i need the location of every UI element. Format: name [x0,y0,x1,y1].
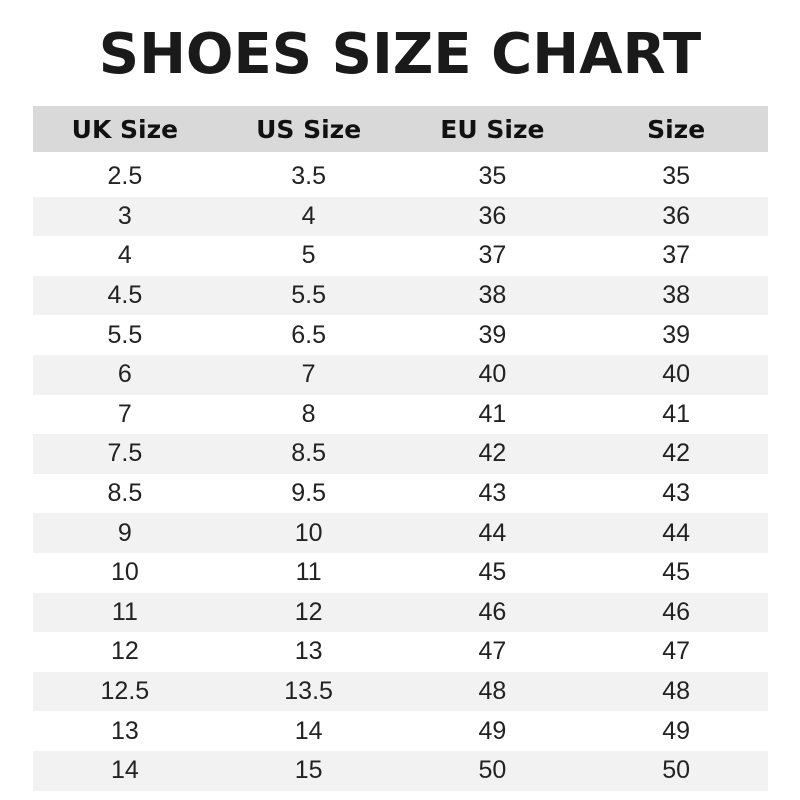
cell-size: 37 [662,241,691,270]
cell-size: 42 [662,439,691,468]
cell-us: 10 [294,518,323,547]
cell-size: 44 [662,518,691,547]
cell-uk: 7 [117,399,132,428]
header-eu-size: EU Size [440,114,545,144]
cell-us: 14 [294,716,323,745]
cell-size: 50 [662,756,691,785]
cell-uk: 5.5 [107,320,143,349]
cell-uk: 9 [117,518,132,547]
table-row: 7 8 41 41 [33,395,768,435]
table-row: 12 13 47 47 [33,632,768,672]
cell-size: 49 [662,716,691,745]
cell-us: 6.5 [291,320,326,349]
table-row: 9 10 44 44 [33,513,768,553]
table-body: 2.5 3.5 35 35 3 4 36 36 4 5 37 37 4.5 5.5 38 38 5.5 6.5 39… [33,157,768,791]
cell-us: 7 [301,360,316,389]
cell-eu: 49 [478,716,507,745]
cell-eu: 36 [478,201,507,230]
header-size: Size [647,114,706,144]
table-header: UK Size US Size EU Size Size [33,106,768,152]
cell-eu: 48 [478,677,507,706]
cell-uk: 12.5 [100,677,150,706]
cell-us: 5 [301,241,316,270]
table-row: 12.5 13.5 48 48 [33,671,768,712]
cell-us: 15 [294,756,323,785]
cell-uk: 10 [110,558,139,587]
cell-uk: 7.5 [107,439,143,468]
cell-uk: 2.5 [107,162,143,191]
cell-eu: 44 [478,518,507,547]
cell-size: 36 [662,201,691,230]
cell-uk: 12 [110,637,139,666]
cell-uk: 4 [117,241,132,270]
header-uk-size: UK Size [71,114,179,144]
cell-us: 13 [294,637,323,666]
cell-eu: 37 [478,241,507,270]
cell-eu: 43 [478,479,507,508]
table-row: 6 7 40 40 [33,354,768,395]
table-row: 5.5 6.5 39 39 [33,315,768,355]
cell-eu: 47 [478,637,507,666]
cell-eu: 40 [478,360,507,389]
cell-uk: 11 [111,597,138,626]
cell-uk: 3 [117,201,132,230]
table-row: 14 15 50 50 [33,750,768,791]
table-row: 10 11 45 45 [33,553,768,593]
size-table: UK Size US Size EU Size Size 2.5 3.5 35 35 3… [33,106,768,791]
cell-uk: 13 [110,716,139,745]
cell-eu: 50 [478,756,507,785]
cell-us: 11 [295,558,322,587]
cell-eu: 45 [478,558,507,587]
cell-uk: 8.5 [107,479,143,508]
cell-eu: 41 [478,399,507,428]
cell-size: 43 [662,479,691,508]
cell-size: 40 [662,360,691,389]
header-us-size: US Size [256,114,362,144]
table-row: 4 5 37 37 [33,236,768,276]
table-row: 4.5 5.5 38 38 [33,275,768,316]
cell-size: 39 [662,320,691,349]
table-row: 2.5 3.5 35 35 [33,157,768,197]
table-row: 3 4 36 36 [33,196,768,237]
cell-eu: 38 [478,281,507,310]
table-row: 7.5 8.5 42 42 [33,434,768,474]
cell-uk: 6 [117,360,132,389]
cell-us: 3.5 [291,162,326,191]
cell-size: 46 [662,597,691,626]
cell-size: 41 [662,399,691,428]
cell-size: 48 [662,677,691,706]
cell-size: 47 [662,637,691,666]
cell-eu: 42 [478,439,507,468]
cell-us: 8 [301,399,316,428]
cell-size: 35 [662,162,691,191]
table-row: 8.5 9.5 43 43 [33,474,768,514]
page-title: SHOES SIZE CHART [98,22,702,87]
cell-us: 12 [294,597,323,626]
cell-size: 45 [662,558,691,587]
cell-us: 5.5 [291,281,326,310]
cell-size: 38 [662,281,691,310]
table-row: 11 12 46 46 [33,592,768,633]
cell-us: 13.5 [284,677,333,706]
cell-eu: 46 [478,597,507,626]
cell-eu: 35 [478,162,507,191]
cell-eu: 39 [478,320,507,349]
cell-uk: 14 [110,756,139,785]
cell-us: 8.5 [291,439,326,468]
table-row: 13 14 49 49 [33,711,768,751]
cell-us: 4 [301,201,316,230]
cell-uk: 4.5 [107,281,143,310]
cell-us: 9.5 [291,479,326,508]
